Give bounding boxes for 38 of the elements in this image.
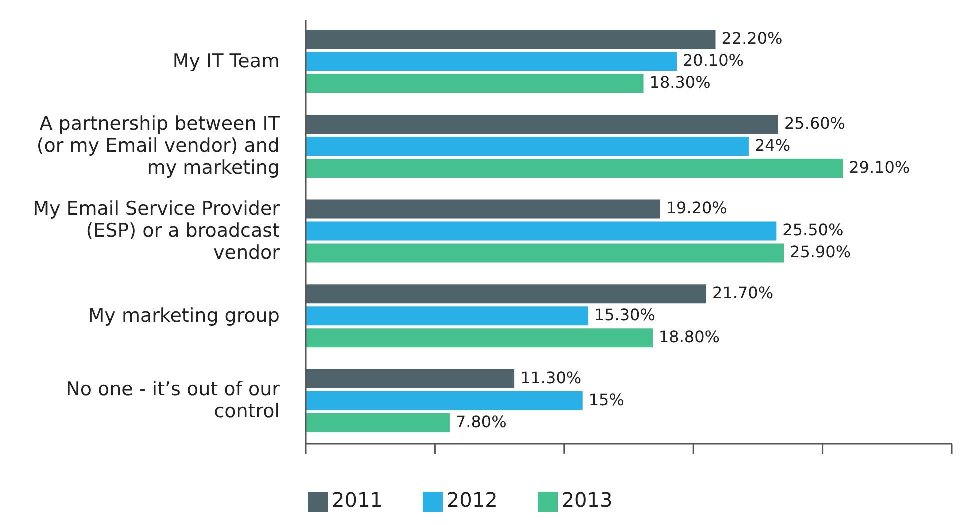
legend-label: 2011 <box>332 488 383 512</box>
data-label: 25.60% <box>784 114 846 133</box>
bar <box>306 306 588 326</box>
legend-label: 2012 <box>446 488 498 512</box>
bar <box>306 284 707 304</box>
bar <box>306 244 784 263</box>
bar <box>306 30 716 50</box>
bar <box>306 136 749 156</box>
bar <box>306 369 515 388</box>
bar <box>306 74 644 94</box>
data-label: 18.80% <box>658 327 720 346</box>
y-tick-label: My Email Service Provider (ESP) or a broadcast vendor <box>33 198 280 264</box>
bar <box>306 52 677 72</box>
data-label: 22.20% <box>722 29 783 48</box>
bar <box>306 413 450 432</box>
data-label: 20.10% <box>682 51 744 70</box>
data-label: 15% <box>588 390 624 410</box>
data-label: 11.30% <box>520 368 582 388</box>
y-tick-label: A partnership between IT (or my Email vendor) and my marketing <box>36 113 280 180</box>
bar <box>306 328 653 348</box>
y-tick-label: No one - it’s out of our control <box>66 378 280 423</box>
bar <box>306 158 844 178</box>
legend-label: 2013 <box>562 488 613 512</box>
bar <box>306 114 779 134</box>
bar <box>306 222 777 241</box>
data-label: 29.10% <box>849 158 910 177</box>
y-tick-label: My IT Team <box>172 50 280 73</box>
data-label: 15.30% <box>594 305 656 324</box>
data-label: 24% <box>754 136 791 155</box>
bar <box>306 200 660 219</box>
bar <box>306 391 583 410</box>
y-tick-label: My marketing group <box>88 304 280 328</box>
data-label: 21.70% <box>712 283 774 302</box>
data-label: 7.80% <box>456 412 507 432</box>
data-label: 18.30% <box>650 73 711 92</box>
data-label: 19.20% <box>666 198 728 218</box>
data-label: 25.90% <box>790 242 852 262</box>
data-label: 25.50% <box>782 220 844 240</box>
